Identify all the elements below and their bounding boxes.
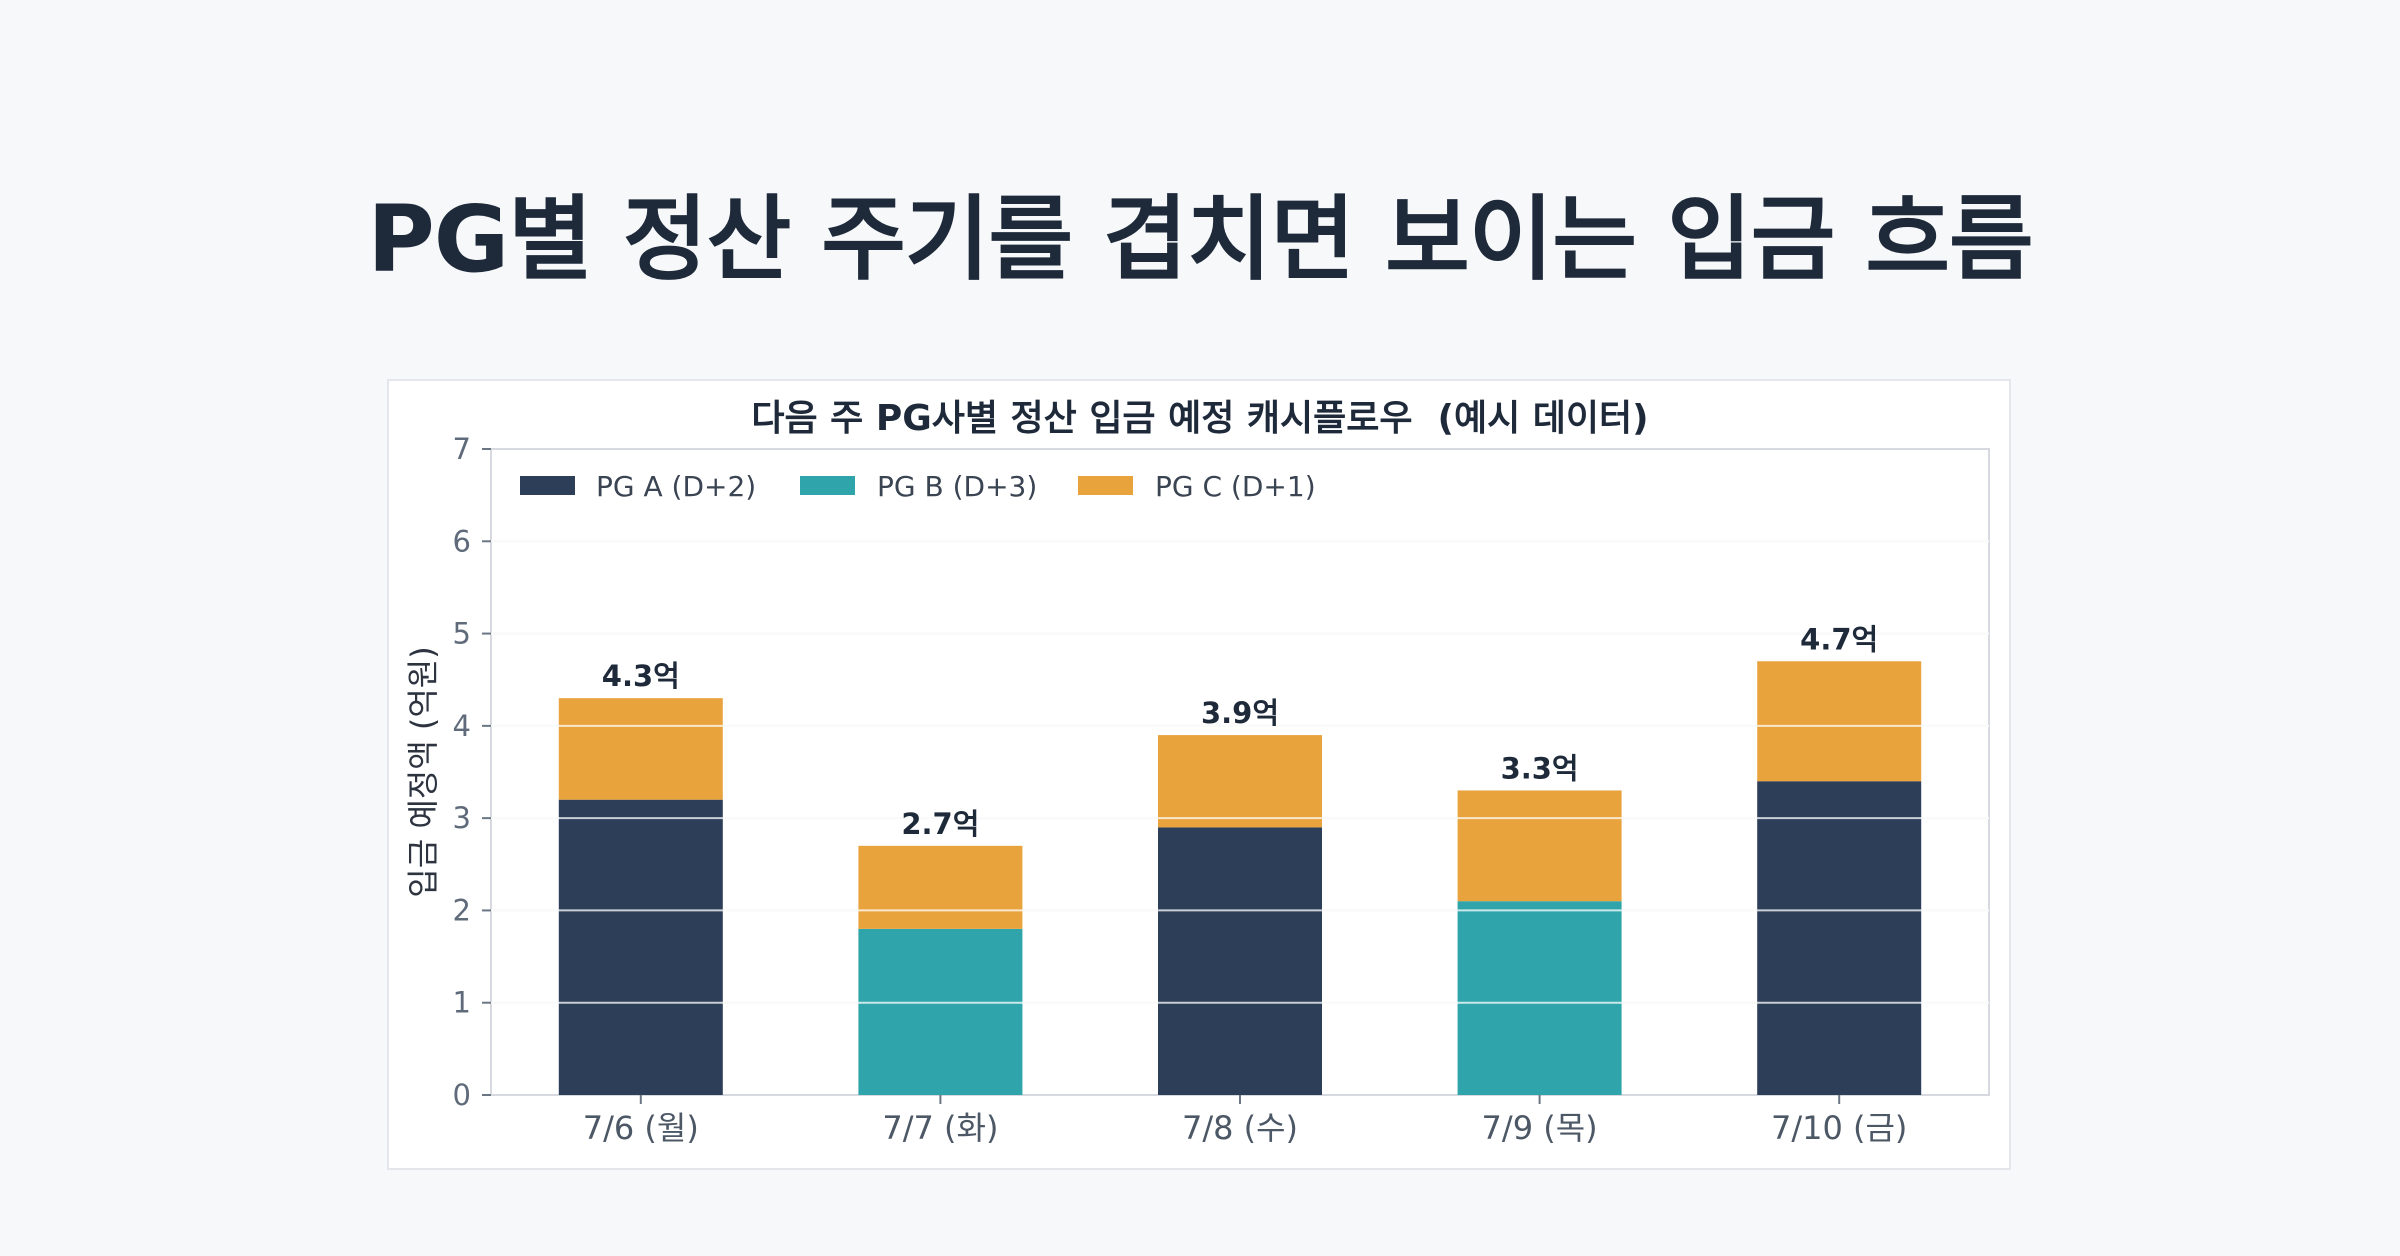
bar-segment	[1457, 901, 1622, 1095]
total-label: 2.7억	[901, 807, 979, 841]
y-tick-label: 4	[453, 709, 471, 743]
legend-swatch	[1078, 476, 1133, 495]
total-label: 3.9억	[1201, 696, 1279, 730]
y-tick-label: 1	[453, 986, 471, 1020]
y-tick-label: 5	[453, 617, 471, 651]
y-tick-label: 6	[453, 524, 471, 558]
y-tick-label: 7	[453, 432, 471, 466]
y-axis-label: 입금 예정액 (억원)	[404, 646, 442, 897]
y-tick-label: 0	[453, 1078, 471, 1112]
bar-segment	[558, 698, 723, 800]
bar-segment	[1158, 735, 1322, 828]
bar-segment	[1457, 790, 1622, 902]
bar-segment	[1158, 827, 1322, 1095]
x-tick-label: 7/8 (수)	[1182, 1109, 1298, 1147]
legend: PG A (D+2) PG B (D+3) PG C (D+1)	[520, 470, 1316, 503]
legend-swatch	[520, 476, 575, 495]
bars	[558, 661, 1922, 1095]
bar-segment	[858, 845, 1023, 929]
legend-label: PG A (D+2)	[596, 470, 756, 503]
bar-segment	[858, 928, 1023, 1095]
y-tick-label: 3	[453, 801, 471, 835]
total-label: 4.3억	[602, 659, 680, 693]
total-labels: 4.3억 2.7억 3.9억 3.3억 4.7억	[602, 622, 1878, 841]
total-label: 3.3억	[1501, 751, 1579, 785]
total-label: 4.7억	[1800, 622, 1878, 656]
page-title: PG별 정산 주기를 겹치면 보이는 입금 흐름	[367, 186, 2033, 293]
x-tick-label: 7/7 (화)	[882, 1109, 998, 1147]
bar-segment	[1757, 781, 1922, 1095]
bar-segment	[1757, 661, 1922, 782]
gridlines-overlay	[491, 540, 1989, 1004]
bar-segment	[558, 799, 723, 1095]
x-tick-label: 7/6 (월)	[583, 1109, 699, 1147]
y-tick-label: 2	[453, 893, 471, 927]
legend-label: PG B (D+3)	[877, 470, 1037, 503]
x-tick-label: 7/10 (금)	[1771, 1109, 1907, 1147]
x-tick-label: 7/9 (목)	[1482, 1109, 1598, 1147]
legend-swatch	[800, 476, 855, 495]
y-axis: 0 1 2 3 4 5 6 7	[453, 432, 491, 1112]
x-axis: 7/6 (월) 7/7 (화) 7/8 (수) 7/9 (목) 7/10 (금)	[583, 1095, 1907, 1147]
chart-title: 다음 주 PG사별 정산 입금 예정 캐시플로우 (예시 데이터)	[751, 398, 1648, 439]
legend-label: PG C (D+1)	[1155, 470, 1316, 503]
